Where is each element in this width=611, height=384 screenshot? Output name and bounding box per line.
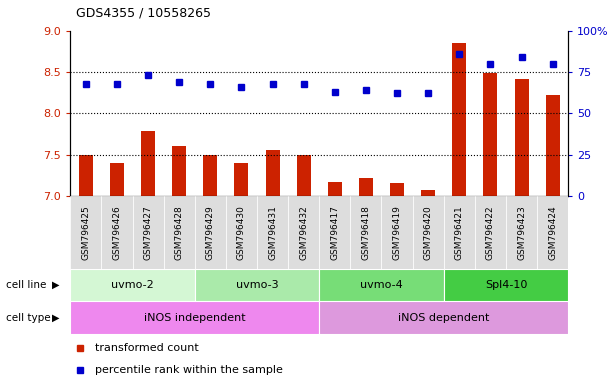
Text: GSM796423: GSM796423	[517, 205, 526, 260]
Text: GSM796424: GSM796424	[548, 205, 557, 260]
Bar	[70, 269, 195, 301]
Text: GSM796428: GSM796428	[175, 205, 184, 260]
Text: iNOS independent: iNOS independent	[144, 313, 246, 323]
Bar	[101, 196, 133, 269]
Bar	[79, 154, 93, 196]
Bar	[226, 196, 257, 269]
Text: GSM796419: GSM796419	[392, 205, 401, 260]
Text: GSM796421: GSM796421	[455, 205, 464, 260]
Bar	[70, 196, 101, 269]
Text: GSM796427: GSM796427	[144, 205, 153, 260]
Text: percentile rank within the sample: percentile rank within the sample	[95, 365, 283, 375]
Text: cell type: cell type	[6, 313, 51, 323]
Bar	[350, 196, 381, 269]
Bar	[421, 190, 435, 196]
Bar	[359, 178, 373, 196]
Bar	[320, 301, 568, 334]
Bar	[546, 95, 560, 196]
Bar	[514, 79, 529, 196]
Bar	[412, 196, 444, 269]
Text: GSM796426: GSM796426	[112, 205, 122, 260]
Text: GSM796420: GSM796420	[423, 205, 433, 260]
Text: Spl4-10: Spl4-10	[485, 280, 527, 290]
Bar	[288, 196, 320, 269]
Bar	[506, 196, 537, 269]
Bar	[475, 196, 506, 269]
Text: GSM796430: GSM796430	[237, 205, 246, 260]
Bar	[203, 154, 218, 196]
Bar	[110, 163, 124, 196]
Bar	[133, 196, 164, 269]
Bar	[235, 163, 249, 196]
Bar	[320, 196, 350, 269]
Text: GSM796429: GSM796429	[206, 205, 215, 260]
Text: iNOS dependent: iNOS dependent	[398, 313, 489, 323]
Text: GSM796418: GSM796418	[362, 205, 370, 260]
Text: uvmo-4: uvmo-4	[360, 280, 403, 290]
Bar	[537, 196, 568, 269]
Text: GSM796422: GSM796422	[486, 205, 495, 260]
Bar	[266, 151, 280, 196]
Text: cell line: cell line	[6, 280, 46, 290]
Text: GDS4355 / 10558265: GDS4355 / 10558265	[76, 6, 211, 19]
Bar	[257, 196, 288, 269]
Bar	[70, 301, 320, 334]
Text: GSM796431: GSM796431	[268, 205, 277, 260]
Text: uvmo-3: uvmo-3	[236, 280, 279, 290]
Bar	[444, 196, 475, 269]
Text: uvmo-2: uvmo-2	[111, 280, 154, 290]
Bar	[390, 184, 404, 196]
Bar	[195, 196, 226, 269]
Bar	[381, 196, 412, 269]
Bar	[141, 131, 155, 196]
Bar	[328, 182, 342, 196]
Bar	[297, 154, 310, 196]
Text: ▶: ▶	[52, 280, 59, 290]
Text: GSM796417: GSM796417	[331, 205, 339, 260]
Bar	[483, 73, 497, 196]
Text: GSM796425: GSM796425	[81, 205, 90, 260]
Bar	[320, 269, 444, 301]
Bar	[164, 196, 195, 269]
Bar	[444, 269, 568, 301]
Bar	[195, 269, 320, 301]
Bar	[172, 146, 186, 196]
Text: ▶: ▶	[52, 313, 59, 323]
Bar	[452, 43, 466, 196]
Text: transformed count: transformed count	[95, 343, 199, 353]
Text: GSM796432: GSM796432	[299, 205, 308, 260]
